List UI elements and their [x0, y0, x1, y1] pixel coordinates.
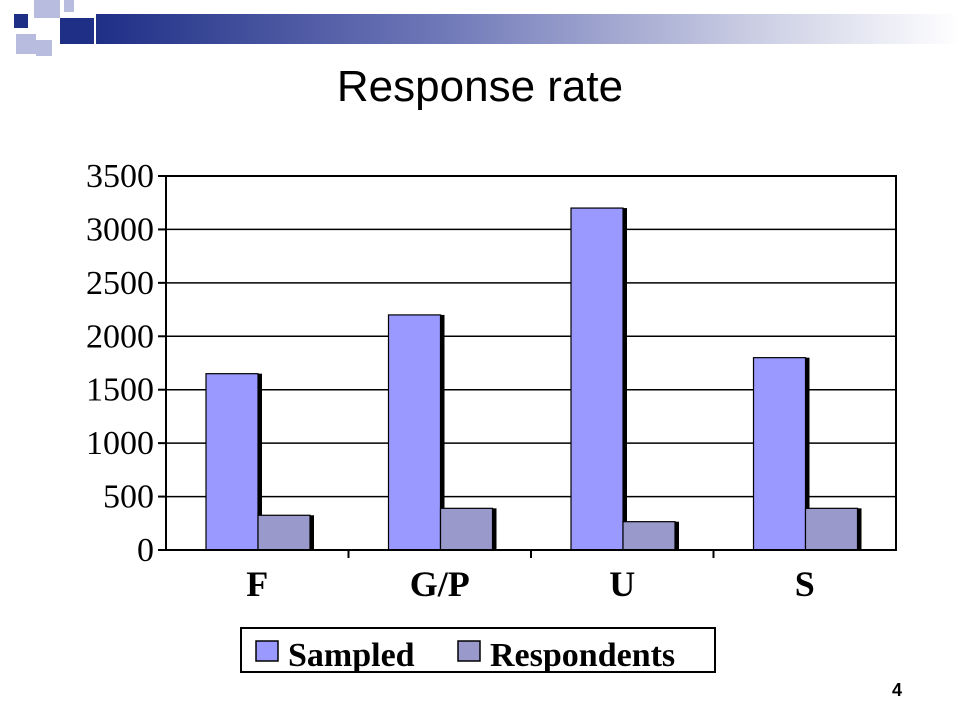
bar — [257, 514, 311, 551]
header-decoration-square — [60, 18, 94, 44]
bar-sampled-u — [570, 207, 627, 551]
y-tick-label: 500 — [103, 479, 154, 516]
page-number: 4 — [891, 680, 902, 700]
bar — [387, 314, 442, 551]
bar-sampled-s — [752, 357, 810, 551]
x-axis-labels: F G/P U S — [246, 564, 815, 604]
y-tick-label: 3000 — [86, 211, 154, 248]
y-tick-label: 1000 — [86, 425, 154, 462]
bar — [205, 373, 259, 551]
y-tick-label: 3500 — [86, 158, 154, 195]
bar — [804, 507, 859, 551]
y-axis-ticks: 0 500 1000 1500 2000 2500 3000 3500 — [86, 158, 715, 569]
bar — [622, 521, 676, 551]
legend-swatch-respondents — [457, 640, 481, 662]
header-decoration-square — [14, 14, 28, 28]
bar-respondents-u — [622, 521, 679, 551]
bar — [439, 507, 494, 551]
legend-label-respondents: Respondents — [490, 637, 675, 674]
bar — [752, 357, 807, 551]
legend-label-sampled: Sampled — [288, 637, 415, 674]
slide-title: Response rate — [336, 62, 624, 111]
x-tick-label: G/P — [410, 564, 470, 604]
legend: Sampled Respondents — [240, 627, 716, 674]
bar — [570, 207, 624, 551]
bar-sampled-f — [205, 373, 262, 551]
y-tick-label: 2000 — [86, 318, 154, 355]
legend-swatch-sampled — [255, 640, 279, 662]
bar-respondents-f — [257, 514, 314, 551]
bar-respondents-s — [804, 507, 862, 551]
bar-sampled-gp — [387, 314, 445, 551]
header-decoration-square — [34, 0, 60, 18]
header-decoration-square — [64, 0, 74, 12]
bar-respondents-gp — [439, 507, 497, 551]
header-decoration-square — [16, 34, 36, 54]
bars — [205, 207, 862, 551]
header-decoration-square — [36, 40, 52, 56]
plot-area: 0 500 1000 1500 2000 2500 3000 3500 F G/P U S — [86, 158, 897, 604]
x-tick-label: S — [795, 564, 815, 604]
x-tick-label: U — [609, 564, 635, 604]
header-gradient-band — [96, 14, 960, 44]
y-tick-label: 2500 — [86, 265, 154, 302]
y-tick-label: 1500 — [86, 372, 154, 409]
y-tick-label: 0 — [137, 532, 154, 569]
x-tick-label: F — [246, 564, 268, 604]
